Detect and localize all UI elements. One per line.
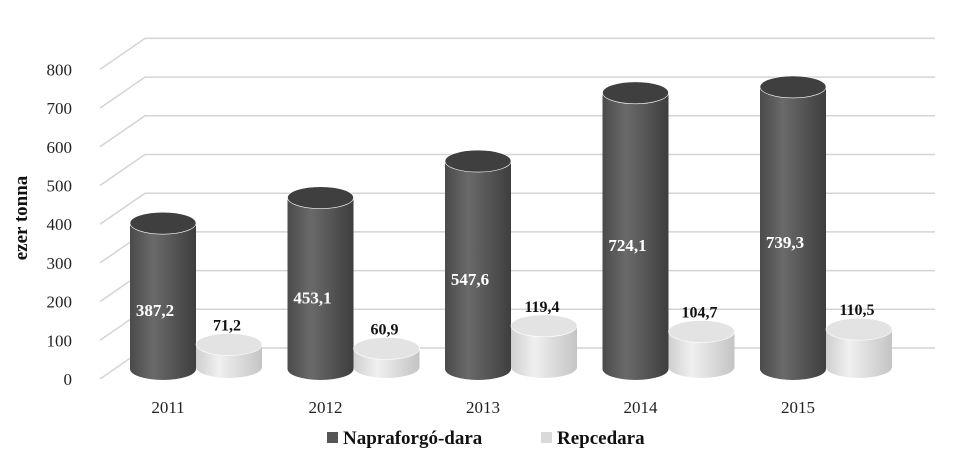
y-tick-label: 700 [47,99,73,118]
bar-napraforgo-2014-body [602,92,669,380]
bar-napraforgo-2015 [759,75,827,380]
data-label: 60,9 [371,321,399,338]
data-label: 119,4 [524,299,559,316]
bar-napraforgo-2013-body [445,161,511,380]
bar-repcedara-2015 [825,317,893,378]
bar-repcedara-2011-top [195,333,263,356]
bar-napraforgo-2012-body [287,197,354,380]
x-axis-ticks: 2011 2012 2013 2014 2015 [151,398,815,417]
data-label: 110,5 [839,302,874,319]
bar-napraforgo-2011-body [130,223,196,380]
y-tick-label: 600 [47,138,73,157]
y-tick-label: 400 [47,215,73,234]
gridline [99,37,935,71]
bar-napraforgo-2011 [129,211,197,380]
bar-napraforgo-2014 [602,81,669,380]
y-axis-ticks: 0 100 200 300 400 500 600 700 800 [47,60,73,389]
data-label: 71,2 [213,317,241,334]
bar-napraforgo-2012 [287,186,354,380]
data-label: 104,7 [682,304,718,321]
bar-napraforgo-2014-top [602,81,669,105]
bar-repcedara-2013-top [510,314,578,338]
bar-repcedara-2011 [195,333,263,378]
bar-repcedara-2012 [353,337,420,378]
gridlines [99,37,935,380]
gridline [99,115,935,148]
data-label: 724,1 [608,236,646,255]
bar-repcedara-2015-body [826,329,892,378]
x-tick-label: 2014 [624,398,659,417]
y-axis-label: ezer tonna [11,175,32,260]
x-tick-label: 2013 [466,398,500,417]
bar-repcedara-2015-top [825,317,893,341]
y-tick-label: 500 [47,177,73,196]
y-tick-label: 0 [64,370,73,389]
bar-repcedara-2012-top [353,337,420,360]
bars: 387,2 71,2 453,1 60,9 547,6 119,4 724,1 104,7 73… [129,75,893,380]
gridline [99,192,935,225]
x-tick-label: 2015 [781,398,815,417]
bar-napraforgo-2011-top [129,211,197,235]
bar-repcedara-2014-top [668,320,735,343]
bar-napraforgo-2013-top [444,149,512,173]
y-tick-label: 800 [47,60,73,79]
data-label: 739,3 [766,233,804,252]
y-tick-label: 200 [47,293,73,312]
data-label: 453,1 [293,288,331,307]
bar-napraforgo-2015-body [760,86,826,380]
legend-swatch [327,432,338,443]
bar-napraforgo-2012-top [287,186,354,209]
bar-repcedara-2013-body [511,325,577,378]
x-tick-label: 2012 [309,398,343,417]
bar-napraforgo-2013 [444,149,512,380]
bar-repcedara-2014 [668,320,735,378]
x-tick-label: 2011 [151,398,184,417]
gridline [99,76,935,109]
data-label: 547,6 [451,270,489,289]
bar-repcedara-2013 [510,314,578,378]
legend: Napraforgó-dara Repcedara [327,428,645,449]
legend-label: Napraforgó-dara [343,428,483,449]
y-tick-label: 100 [47,331,73,350]
bar-napraforgo-2015-top [759,75,827,99]
data-label: 387,2 [136,301,174,320]
legend-label: Repcedara [557,428,645,449]
gridline [99,153,935,187]
y-tick-label: 300 [47,254,73,273]
legend-swatch [541,432,552,443]
bar-repcedara-2014-body [668,331,735,378]
